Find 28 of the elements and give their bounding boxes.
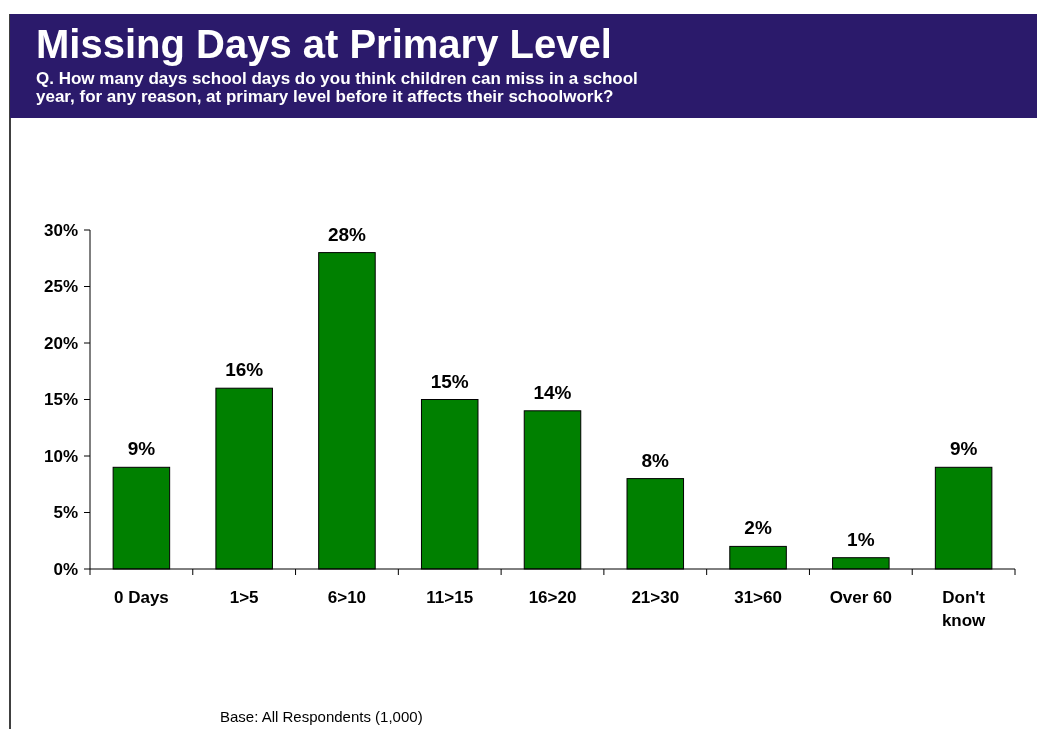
x-tick-label: 1>5 [229, 588, 259, 607]
y-tick-label: 25% [43, 277, 78, 297]
data-label: 9% [949, 438, 978, 460]
y-tick-label: 30% [43, 220, 78, 240]
x-tick-label: 11>15 [426, 588, 474, 607]
data-label: 9% [127, 438, 156, 460]
y-tick-label: 15% [43, 390, 78, 410]
chart-title: Missing Days at Primary Level [36, 22, 612, 66]
x-tick-label: Don't know [941, 588, 987, 630]
x-tick-label: 31>60 [734, 588, 782, 607]
data-label: 2% [744, 517, 772, 539]
text: Base: All Respondents (1,000) [220, 708, 423, 725]
y-tick-label: 10% [43, 446, 78, 466]
data-label: 16% [225, 359, 264, 381]
data-label: 8% [641, 449, 670, 471]
x-tick-label: 6>10 [327, 588, 367, 607]
data-label: 28% [327, 223, 367, 245]
y-tick-label: 20% [43, 333, 78, 353]
x-tick-label: 16>20 [528, 588, 577, 607]
chart-subtitle: Q. How many days school days do you think children can miss in a school year, for any reason, at primary level before it affects their schoolwork? [36, 69, 638, 106]
x-tick-label: 21>30 [631, 588, 680, 607]
x-tick-label: Over 60 [829, 588, 893, 607]
data-label: 1% [847, 528, 875, 550]
data-label: 14% [533, 381, 572, 403]
y-tick-label: 0% [53, 559, 78, 579]
y-tick-label: 5% [53, 503, 78, 523]
data-label: 15% [430, 370, 469, 392]
x-tick-label: 0 Days [113, 588, 169, 607]
